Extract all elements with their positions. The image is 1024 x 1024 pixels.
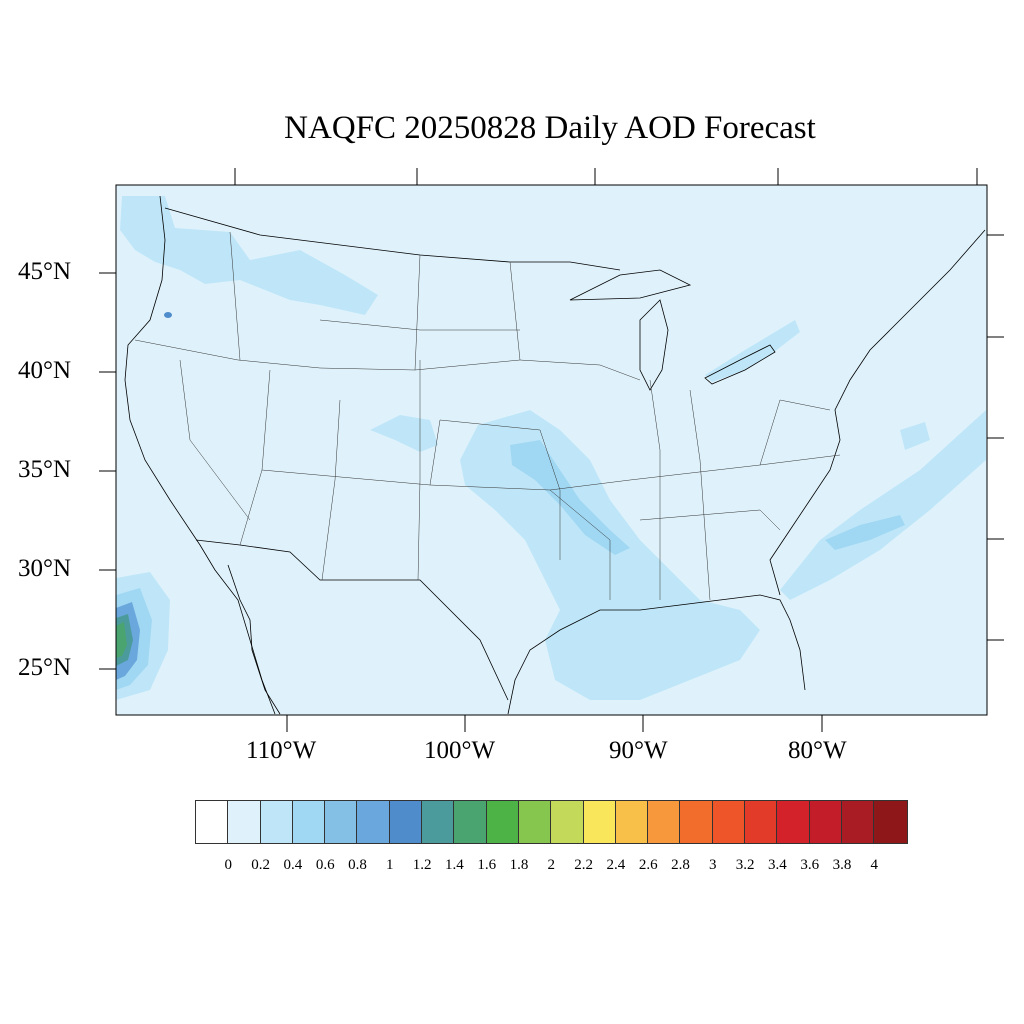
colorbar-tick-label: 0 (224, 857, 233, 873)
map-title: NAQFC 20250828 Daily AOD Forecast (284, 110, 816, 146)
lake-superior (569, 269, 692, 301)
colorbar-swatch (551, 801, 584, 843)
colorbar-swatch (680, 801, 713, 843)
coastline-west (124, 195, 276, 715)
lat-label-30n: 30°N (18, 555, 72, 582)
lon-label-80w: 80°W (788, 737, 847, 764)
colorbar-swatch (648, 801, 681, 843)
colorbar-swatch (292, 801, 326, 843)
aod-hotspot-oregon (164, 312, 172, 318)
left-ticks (99, 272, 116, 670)
colorbar-swatch (745, 801, 778, 843)
colorbar-swatch (228, 801, 261, 843)
gulf-coast (507, 594, 806, 715)
coastline-and-borders (124, 195, 986, 715)
colorbar-tick-label: 3.8 (832, 857, 852, 873)
colorbar-swatch (325, 801, 358, 843)
colorbar-tick-label: 4 (870, 857, 879, 873)
colorbar-tick-label: 2.4 (606, 857, 626, 873)
colorbar-tick-label: 2 (547, 857, 556, 873)
colorbar-tick-label: 0.6 (315, 857, 335, 873)
plot-border (115, 184, 988, 716)
colorbar-tick-label: 3.6 (800, 857, 820, 873)
aod-core-atlantic (825, 515, 905, 550)
colorbar-tick-label: 0.8 (348, 857, 367, 873)
aod-high-layer (116, 312, 172, 680)
colorbar-tick-label: 3.4 (768, 857, 787, 873)
lake-erie (704, 344, 776, 385)
colorbar-swatch (518, 801, 552, 843)
canada-border (164, 207, 621, 271)
colorbar-swatch (196, 801, 229, 843)
colorbar-tick-label: 1.6 (477, 857, 497, 873)
aod-plume-east-coast (900, 422, 930, 450)
mexico-border (195, 539, 509, 701)
colorbar-tick-label: 1.8 (509, 857, 529, 873)
colorbar-tick-label: 2.2 (574, 857, 593, 873)
colorbar-tick-label: 0.4 (283, 857, 303, 873)
aod-plume-kansas (370, 415, 438, 452)
colorbar-tick-label: 1.2 (412, 857, 432, 873)
lat-label-45n: 45°N (18, 258, 72, 285)
colorbar-swatch (583, 801, 616, 843)
aod-high-pacific-3 (116, 622, 127, 658)
lon-label-110w: 110°W (246, 737, 317, 764)
colorbar-swatch (777, 801, 810, 843)
colorbar (195, 800, 908, 844)
lon-label-90w: 90°W (609, 737, 668, 764)
colorbar-swatch (454, 801, 487, 843)
lat-label-40n: 40°N (18, 357, 72, 384)
colorbar-swatch (389, 801, 423, 843)
state-lines (134, 231, 841, 601)
colorbar-tick-label: 1.4 (445, 857, 464, 873)
colorbar-tick-label: 3 (709, 857, 717, 873)
colorbar-swatch (486, 801, 519, 843)
lat-label-35n: 35°N (18, 456, 72, 483)
colorbar-swatch (874, 801, 907, 843)
lake-michigan (639, 299, 669, 391)
lat-label-25n: 25°N (18, 654, 72, 681)
aod-plume-atlantic (780, 410, 986, 600)
colorbar-tick-label: 0.2 (251, 857, 270, 873)
lon-label-100w: 100°W (424, 737, 496, 764)
baja-coast (227, 564, 281, 715)
colorbar-tick-label: 2.6 (638, 857, 658, 873)
aod-plume-northwest (120, 196, 378, 315)
aod-core-plains (510, 440, 630, 555)
colorbar-tick-label: 1 (386, 857, 394, 873)
colorbar-swatch (422, 801, 455, 843)
colorbar-tick-label: 3.2 (735, 857, 755, 873)
colorbar-swatch (260, 801, 293, 843)
colorbar-swatch (615, 801, 649, 843)
colorbar-swatch (712, 801, 746, 843)
right-ticks (987, 234, 1004, 641)
bottom-ticks (286, 715, 823, 732)
atlantic-coast (769, 229, 986, 596)
colorbar-swatch (809, 801, 842, 843)
colorbar-swatch (841, 801, 875, 843)
colorbar-tick-label: 2.8 (671, 857, 690, 873)
top-ticks (234, 168, 978, 185)
colorbar-swatch (357, 801, 390, 843)
aod-plume-great-lakes (705, 320, 800, 382)
